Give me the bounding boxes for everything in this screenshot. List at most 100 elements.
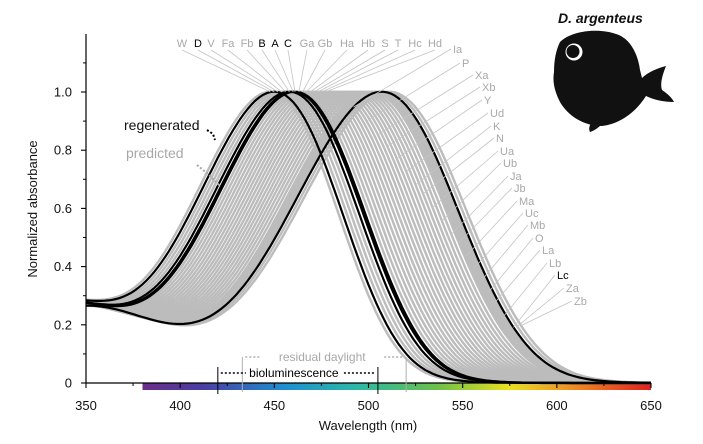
leader-line xyxy=(432,150,499,208)
curve-label-xa: Xa xyxy=(475,70,489,82)
y-tick-label: 0.4 xyxy=(54,259,72,274)
leader-line xyxy=(396,99,483,159)
curve-label-mb: Mb xyxy=(530,220,545,232)
leader-line xyxy=(317,49,399,93)
curve-label-ud: Ud xyxy=(490,108,504,120)
curve-label-a: A xyxy=(271,38,279,50)
curve-label-hd: Hd xyxy=(428,38,442,50)
daylight-label: residual daylight xyxy=(279,350,366,364)
legend-regenerated-pointer xyxy=(206,129,216,141)
leader-line xyxy=(306,49,348,93)
curve-label-ma: Ma xyxy=(519,196,535,208)
curve-label-b: B xyxy=(258,38,265,50)
x-tick-label: 550 xyxy=(452,398,474,413)
curve-label-lb: Lb xyxy=(549,258,561,270)
curve-label-gb: Gb xyxy=(318,38,333,50)
curve-label-s: S xyxy=(381,38,388,50)
leader-line xyxy=(366,62,461,122)
leader-line xyxy=(481,224,529,281)
spectrum-gradient xyxy=(142,383,651,390)
axes: 350 400 450 500 550 600 650 0 0.2 0.4 0.6 0.8 1.0 xyxy=(54,34,662,413)
leader-line xyxy=(451,175,509,235)
curve-label-zb: Zb xyxy=(574,296,587,308)
curve-label-ga: Ga xyxy=(300,38,316,50)
fish-silhouette-icon xyxy=(553,30,674,132)
curve-label-uc: Uc xyxy=(525,208,539,220)
leader-line xyxy=(415,125,492,186)
curve-labels: W D V Fa Fb B A C Ga Gb Ha Hb S T Hc Hd Ia P XaXbYUdKNUaUb… xyxy=(177,38,587,308)
curve-label-xb: Xb xyxy=(482,82,495,94)
regenerated-curves xyxy=(85,90,652,385)
leader-line xyxy=(458,187,513,244)
x-tick-label: 500 xyxy=(358,398,380,413)
curve-label-fb: Fb xyxy=(241,38,254,50)
leader-line xyxy=(422,137,495,195)
curve-label-ua: Ua xyxy=(500,146,515,158)
spectrum-bar xyxy=(142,383,651,390)
y-tick-label: 0.2 xyxy=(54,317,72,332)
curve-b xyxy=(85,90,651,385)
leader-line xyxy=(227,49,283,93)
y-tick-label: 0 xyxy=(65,376,72,391)
curve-label-fa: Fa xyxy=(222,38,236,50)
curve-label-ia: Ia xyxy=(453,44,463,56)
chart-title: D. argenteus xyxy=(558,10,643,26)
legend-regenerated-label: regenerated xyxy=(124,117,200,133)
x-tick-label: 350 xyxy=(75,398,97,413)
curve-label-v: V xyxy=(207,38,215,50)
leader-line xyxy=(503,262,548,317)
curve-label-hb: Hb xyxy=(361,38,375,50)
leader-line xyxy=(298,49,308,93)
curve-label-za: Za xyxy=(566,283,580,295)
x-tick-label: 450 xyxy=(263,398,285,413)
leader-line xyxy=(325,49,436,93)
curve-label-p: P xyxy=(462,58,469,70)
x-tick-label: 600 xyxy=(546,398,568,413)
leader-line xyxy=(405,112,489,172)
curve-label-jb: Jb xyxy=(514,183,526,195)
leader-line xyxy=(261,49,290,93)
leader-line xyxy=(197,49,275,93)
legend-predicted-pointer xyxy=(196,164,221,187)
curve-label-ja: Ja xyxy=(510,171,523,183)
curve-label-la: La xyxy=(542,245,555,257)
leader-line xyxy=(246,49,286,93)
curve-label-d: D xyxy=(194,38,202,50)
leader-line xyxy=(466,200,518,257)
curve-label-hc: Hc xyxy=(408,38,422,50)
curve-label-n: N xyxy=(496,133,504,145)
x-tick-label: 400 xyxy=(169,398,191,413)
leader-line xyxy=(181,49,271,93)
curve-label-o: O xyxy=(535,233,544,245)
leader-line xyxy=(321,49,416,93)
legend-predicted-label: predicted xyxy=(126,145,184,161)
leader-line xyxy=(353,48,452,108)
leader-line xyxy=(441,162,502,222)
leader-line xyxy=(302,49,326,93)
leader-line xyxy=(488,237,534,292)
curve-label-c: C xyxy=(284,38,292,50)
y-tick-label: 0.8 xyxy=(54,143,72,158)
light-ranges: residual daylight bioluminescence xyxy=(217,350,407,394)
leader-line xyxy=(494,249,541,304)
curve-label-ha: Ha xyxy=(340,38,355,50)
leader-line xyxy=(377,74,474,136)
leader-line xyxy=(210,49,279,93)
curve-label-k: K xyxy=(493,121,501,133)
leader-line xyxy=(517,287,565,327)
leader-line xyxy=(473,212,524,269)
legend: regenerated predicted xyxy=(124,117,221,187)
y-axis-label: Normalized absorbance xyxy=(25,140,40,277)
curve-label-w: W xyxy=(177,38,188,50)
curve-lc xyxy=(86,90,652,384)
curve-label-ub: Ub xyxy=(503,158,517,170)
leader-line xyxy=(274,49,294,93)
curve-label-t: T xyxy=(395,38,402,50)
leader-line xyxy=(387,86,481,147)
leader-line xyxy=(520,300,573,326)
leader-line xyxy=(287,49,296,93)
x-tick-label: 650 xyxy=(640,398,662,413)
y-tick-label: 0.6 xyxy=(54,201,72,216)
leader-line xyxy=(309,49,369,93)
